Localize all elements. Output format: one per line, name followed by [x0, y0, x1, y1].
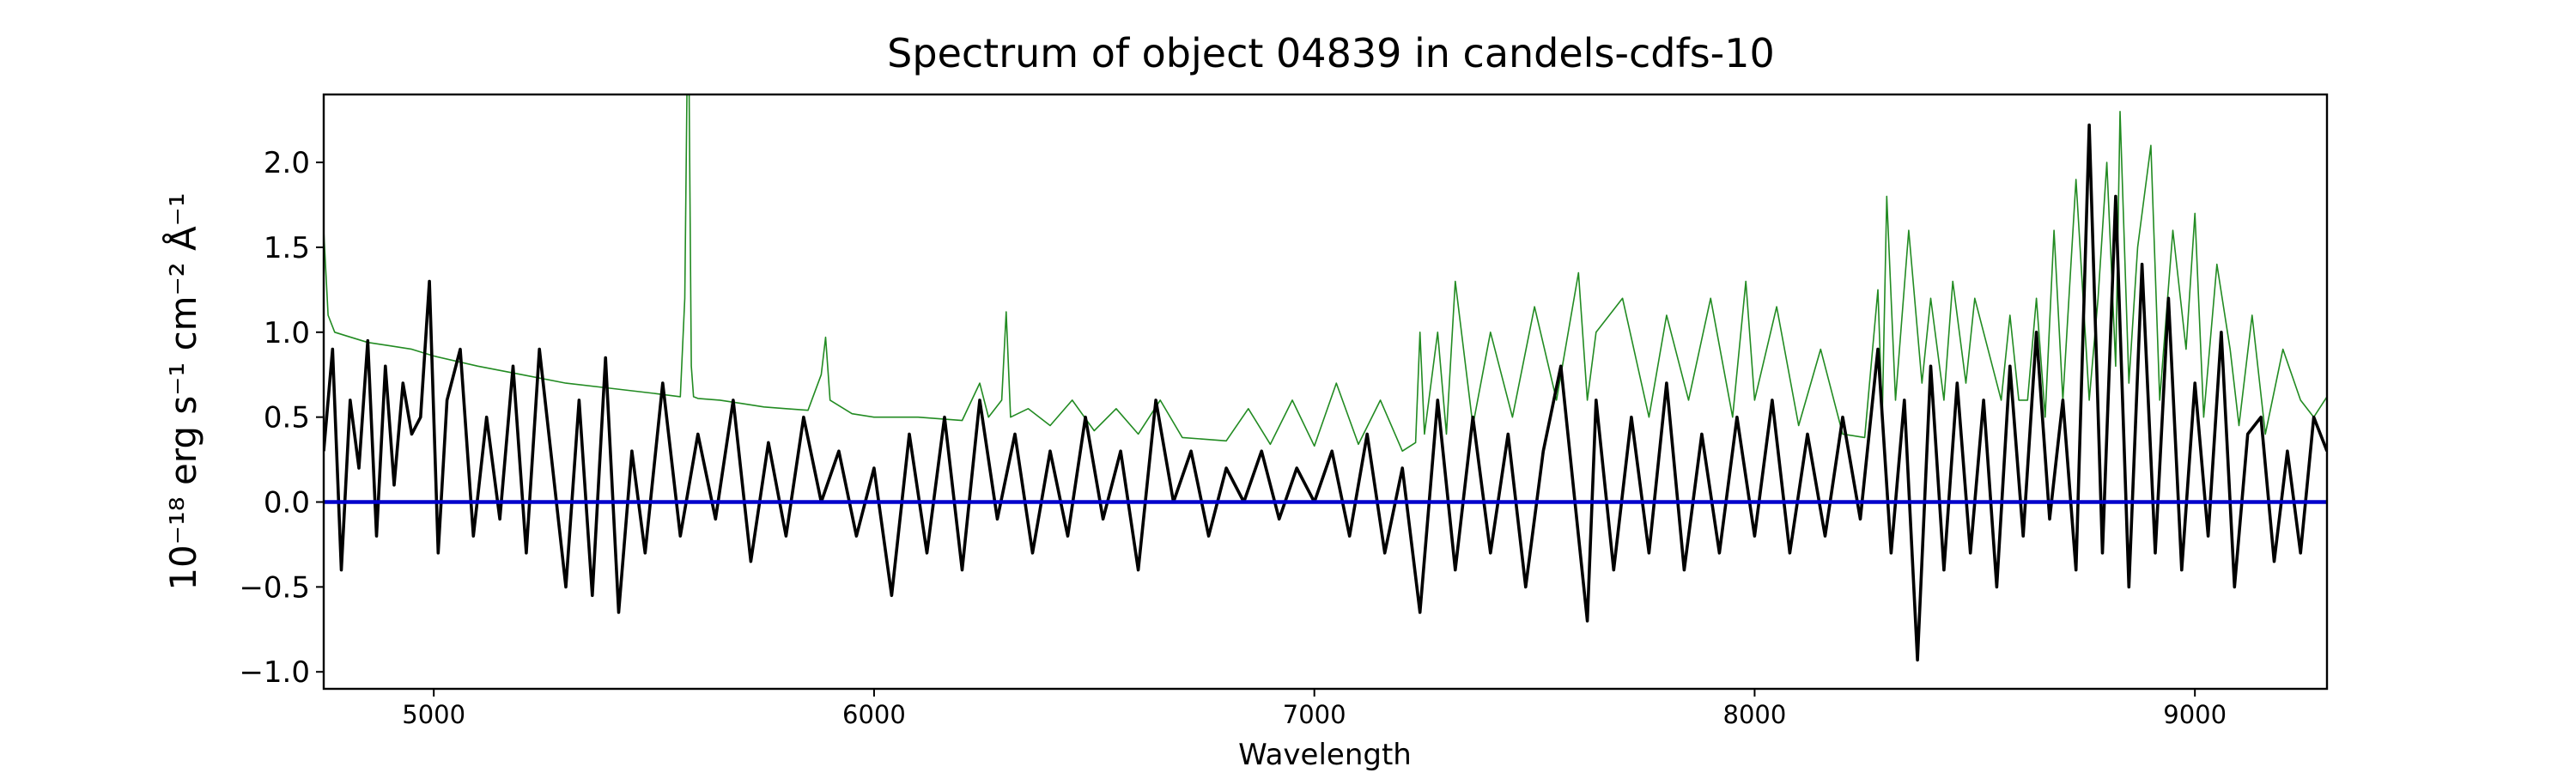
- x-tick-label: 8000: [1723, 700, 1787, 729]
- plot-area: [324, 94, 2327, 662]
- x-tick-label: 5000: [402, 700, 465, 729]
- x-tick-label: 7000: [1283, 700, 1346, 729]
- plot-frame: [322, 93, 2329, 691]
- x-axis: 5000 6000 7000 8000 9000: [402, 689, 2227, 729]
- y-tick-label: −1.0: [239, 655, 310, 690]
- y-tick-label: 2.0: [264, 146, 310, 180]
- y-tick-label: −0.5: [239, 570, 310, 605]
- x-tick-label: 6000: [842, 700, 906, 729]
- x-tick-label: 9000: [2163, 700, 2227, 729]
- error-series-line: [324, 94, 2327, 453]
- y-tick-label: 1.0: [264, 316, 310, 350]
- y-axis-label: 10⁻¹⁸ erg s⁻¹ cm⁻² Å⁻¹: [161, 192, 204, 590]
- y-tick-label: 1.5: [264, 231, 310, 265]
- x-axis-label: Wavelength: [1238, 738, 1412, 772]
- y-tick-label: 0.0: [264, 486, 310, 520]
- chart-title: Spectrum of object 04839 in candels-cdfs…: [887, 30, 1775, 76]
- y-axis: −1.0 −0.5 0.0 0.5 1.0 1.5 2.0: [239, 146, 324, 690]
- y-tick-label: 0.5: [264, 401, 310, 435]
